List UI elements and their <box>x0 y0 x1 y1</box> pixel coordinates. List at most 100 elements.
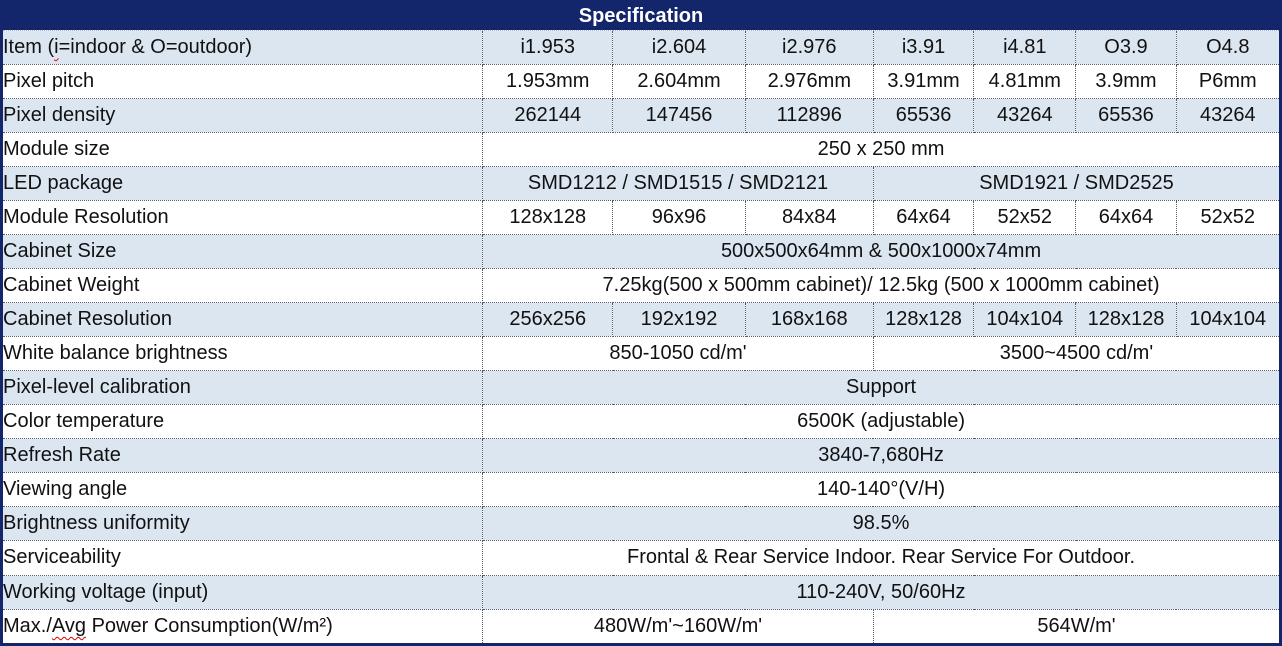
table-row: Pixel pitch 1.953mm 2.604mm 2.976mm 3.91mm 4.… <box>0 64 1282 100</box>
label-text: Working voltage (input) <box>3 580 209 603</box>
spec-value-cell: 480W/m'~160W/m' <box>482 608 874 646</box>
spec-value-cell: SMD1212 / SMD1515 / SMD2121 <box>482 166 874 202</box>
label-text: Pixel density <box>3 104 116 127</box>
spec-value-cell: 52x52 <box>1175 200 1282 236</box>
row-label: Viewing angle <box>0 472 484 508</box>
spec-value-cell: i1.953 <box>482 29 614 66</box>
spellcheck-squiggle: Avg <box>51 614 87 637</box>
spec-value-cell: 128x128 <box>1075 302 1177 338</box>
spec-value-cell: P6mm <box>1175 64 1282 100</box>
label-text: Cabinet Weight <box>3 274 140 297</box>
table-row: Cabinet Resolution 256x256 192x192 168x168 1… <box>0 302 1282 338</box>
table-row: Brightness uniformity 98.5% <box>0 506 1281 542</box>
row-label: Max./Avg Power Consumption(W/m²) <box>0 608 484 646</box>
row-label: Module Resolution <box>0 200 484 236</box>
spec-value-cell: i2.976 <box>744 29 874 66</box>
spec-value-cell: Support <box>482 370 1281 406</box>
spec-value-cell: 250 x 250 mm <box>482 132 1281 168</box>
row-label: Refresh Rate <box>0 438 484 474</box>
spec-value-cell: 262144 <box>482 98 614 134</box>
spec-value-cell: Frontal & Rear Service Indoor. Rear Serv… <box>482 540 1281 576</box>
label-text: Module Resolution <box>3 206 169 229</box>
spec-value-cell: 564W/m' <box>872 608 1282 646</box>
label-text: Viewing angle <box>3 478 128 501</box>
row-label: Brightness uniformity <box>0 506 484 542</box>
row-label: Pixel density <box>0 98 484 134</box>
spec-value-cell: 4.81mm <box>973 64 1077 100</box>
spec-value-cell: i2.604 <box>612 29 746 66</box>
spec-value-cell: 1.953mm <box>482 64 614 100</box>
spec-value-cell: 3840-7,680Hz <box>482 438 1281 474</box>
table-row: White balance brightness 850-1050 cd/m' 35… <box>0 336 1282 372</box>
spec-value-cell: 3.91mm <box>872 64 975 100</box>
table-row: Serviceability Frontal & Rear Service Ind… <box>0 540 1281 576</box>
spec-value-cell: 43264 <box>973 98 1077 134</box>
row-label: Serviceability <box>0 540 484 576</box>
spec-value-cell: 64x64 <box>1075 200 1177 236</box>
spec-value-cell: 65536 <box>1075 98 1177 134</box>
table-row: Pixel density 262144 147456 112896 65536 4326… <box>0 98 1282 134</box>
row-label: Color temperature <box>0 404 484 440</box>
spec-value-cell: 64x64 <box>872 200 975 236</box>
table-row: Module size 250 x 250 mm <box>0 132 1281 168</box>
title-row: Specification <box>1 1 1281 31</box>
spec-value-cell: 98.5% <box>482 506 1281 542</box>
label-text: Cabinet Resolution <box>3 308 172 331</box>
label-text: Refresh Rate <box>3 444 121 467</box>
label-text: LED package <box>3 172 124 195</box>
label-text: White balance brightness <box>3 342 228 365</box>
table-row: Color temperature 6500K (adjustable) <box>0 404 1281 440</box>
label-text: Color temperature <box>3 410 165 433</box>
spec-value-cell: 2.604mm <box>612 64 746 100</box>
row-label: White balance brightness <box>0 336 484 372</box>
spec-value-cell: 128x128 <box>482 200 614 236</box>
spec-value-cell: 110-240V, 50/60Hz <box>482 574 1281 610</box>
spec-value-cell: 6500K (adjustable) <box>482 404 1281 440</box>
label-text: Power Consumption(W/m²) <box>86 614 333 637</box>
table-title: Specification <box>1 1 1281 31</box>
table-row: Max./Avg Power Consumption(W/m²) 480W/m'~… <box>0 608 1282 646</box>
row-label: Module size <box>0 132 484 168</box>
spec-value-cell: 2.976mm <box>744 64 874 100</box>
spec-value-cell: 192x192 <box>612 302 746 338</box>
spec-value-cell: 256x256 <box>482 302 614 338</box>
row-label: Working voltage (input) <box>0 574 484 610</box>
spec-value-cell: 7.25kg(500 x 500mm cabinet)/ 12.5kg (500… <box>482 268 1281 304</box>
label-text: Cabinet Size <box>3 240 117 263</box>
spec-value-cell: 104x104 <box>1175 302 1282 338</box>
label-text: Item ( <box>3 36 55 59</box>
spec-value-cell: O4.8 <box>1175 29 1282 66</box>
spec-value-cell: SMD1921 / SMD2525 <box>872 166 1282 202</box>
label-text: Pixel pitch <box>3 70 95 93</box>
label-text: Max./ <box>3 614 52 637</box>
label-text: Brightness uniformity <box>3 512 190 535</box>
spec-value-cell: 3500~4500 cd/m' <box>872 336 1282 372</box>
table-row: Item (i=indoor & O=outdoor) i1.953 i2.604 i… <box>0 29 1282 66</box>
table-row: Viewing angle 140-140°(V/H) <box>0 472 1281 508</box>
table-row: LED package SMD1212 / SMD1515 / SMD2121 SM… <box>0 166 1282 202</box>
table-row: Pixel-level calibration Support <box>0 370 1281 406</box>
row-label: Cabinet Size <box>0 234 484 270</box>
spec-value-cell: 128x128 <box>872 302 975 338</box>
spec-value-cell: 140-140°(V/H) <box>482 472 1281 508</box>
spec-value-cell: 500x500x64mm & 500x1000x74mm <box>482 234 1281 270</box>
spec-value-cell: i4.81 <box>973 29 1077 66</box>
spec-value-cell: 168x168 <box>744 302 874 338</box>
spec-value-cell: 147456 <box>612 98 746 134</box>
table-row: Cabinet Size 500x500x64mm & 500x1000x74mm <box>0 234 1281 270</box>
table-row: Working voltage (input) 110-240V, 50/60Hz <box>0 574 1281 610</box>
spec-value-cell: 104x104 <box>973 302 1077 338</box>
spec-value-cell: 52x52 <box>973 200 1077 236</box>
spec-value-cell: 112896 <box>744 98 874 134</box>
row-label: Cabinet Resolution <box>0 302 484 338</box>
spec-value-cell: 850-1050 cd/m' <box>482 336 874 372</box>
row-label: Pixel-level calibration <box>0 370 484 406</box>
spec-value-cell: 84x84 <box>744 200 874 236</box>
spellcheck-squiggle: i <box>54 36 59 59</box>
spec-value-cell: O3.9 <box>1075 29 1177 66</box>
row-label: LED package <box>0 166 484 202</box>
label-text: Serviceability <box>3 546 121 569</box>
label-text: Pixel-level calibration <box>3 376 191 399</box>
label-text: =indoor & O=outdoor) <box>58 36 253 59</box>
